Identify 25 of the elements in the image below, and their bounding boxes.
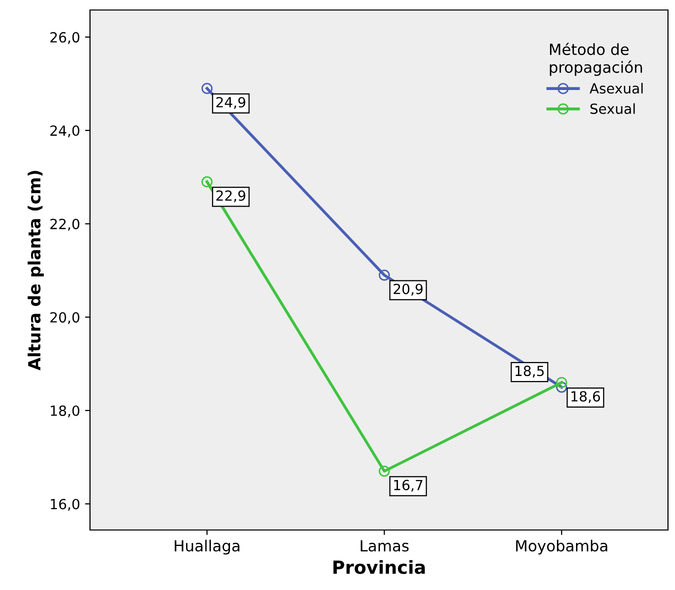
y-axis-title: Altura de planta (cm) — [28, 170, 44, 370]
y-tick-label: 18,0 — [50, 405, 80, 418]
data-label: 18,5 — [516, 366, 544, 378]
data-label: 20,9 — [394, 284, 423, 296]
y-tick-label: 26,0 — [50, 32, 80, 44]
legend-label: Sexual — [590, 103, 635, 114]
y-tick-label: 22,0 — [50, 218, 80, 231]
point — [378, 270, 390, 281]
y-tick-label: 20,0 — [50, 312, 80, 324]
data-label: 22,9 — [216, 190, 246, 202]
x-axis-title: Provincia — [333, 560, 425, 574]
y-tick-label: 24,0 — [50, 125, 80, 138]
x-tick-label: Moyobamba — [516, 540, 608, 555]
point — [201, 82, 213, 94]
x-tick-label: Huallaga — [174, 540, 240, 555]
point — [201, 176, 213, 188]
y-tick-label: 16,0 — [50, 498, 80, 511]
point — [556, 376, 568, 388]
data-label: 24,9 — [216, 97, 246, 109]
data-label: 18,6 — [571, 391, 600, 403]
x-tick-label: Lamas — [360, 540, 409, 552]
point — [378, 466, 390, 477]
legend-label: Asexual — [590, 82, 643, 94]
legend-title: Método de propagación — [550, 42, 642, 76]
data-label: 16,7 — [394, 480, 422, 492]
